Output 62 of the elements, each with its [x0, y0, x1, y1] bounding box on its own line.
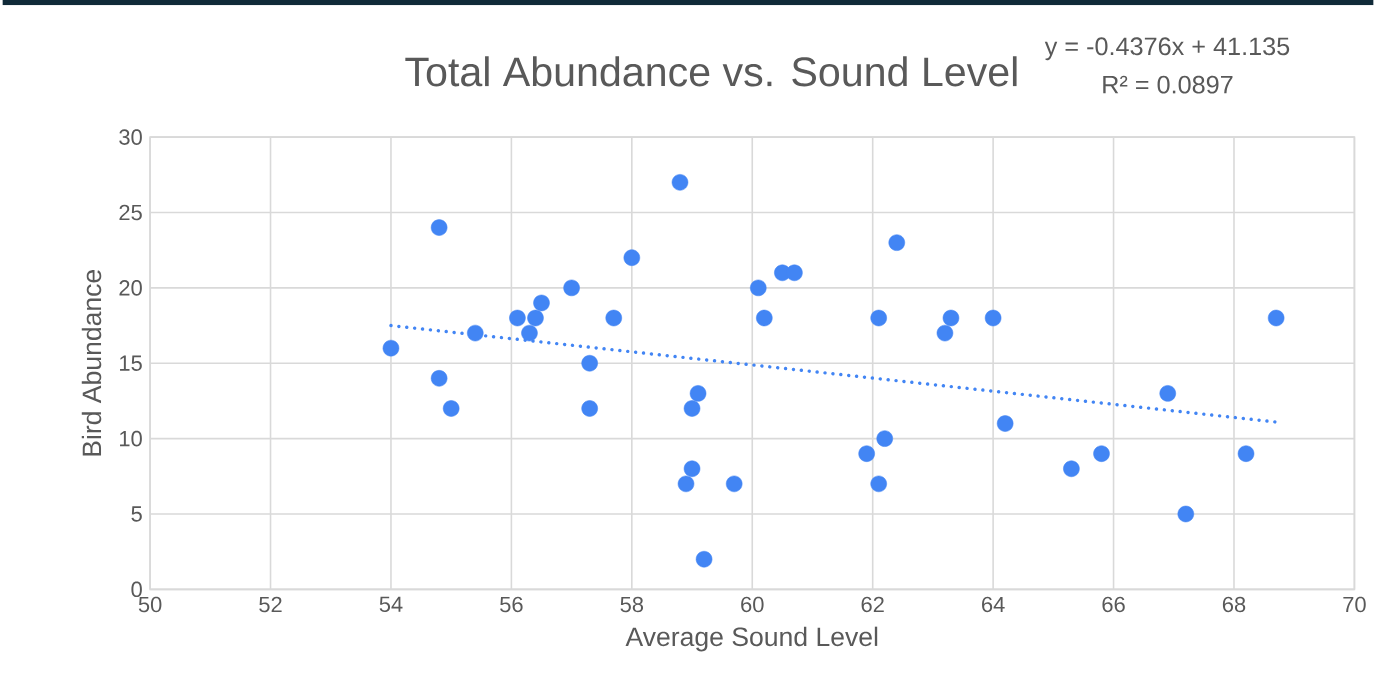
- y-tick-label: 25: [119, 204, 142, 221]
- point: [382, 339, 400, 357]
- point: [750, 279, 767, 297]
- point: [876, 430, 893, 447]
- x-tick-label: 64: [982, 596, 1005, 613]
- point: [725, 475, 743, 493]
- point: [467, 324, 484, 342]
- x-tick-label: 66: [1102, 596, 1125, 613]
- y-tick-label: 30: [119, 129, 142, 145]
- point: [533, 294, 550, 312]
- y-tick-label: 20: [119, 280, 142, 296]
- point: [581, 355, 598, 372]
- point: [1237, 445, 1255, 462]
- point: [870, 475, 887, 493]
- point: [1267, 309, 1285, 327]
- point: [527, 309, 544, 327]
- x-tick-label: 54: [379, 596, 403, 613]
- point: [442, 400, 460, 417]
- point: [430, 370, 448, 387]
- x-tick-label: 52: [259, 596, 282, 613]
- x-tick-label: 58: [620, 596, 644, 613]
- point: [695, 551, 713, 568]
- y-tick-label: 15: [120, 355, 142, 371]
- x-tick-label: 70: [1343, 596, 1366, 613]
- point: [984, 309, 1002, 327]
- x-tick-label: 68: [1222, 596, 1246, 613]
- point: [756, 309, 773, 327]
- point: [936, 324, 954, 342]
- y-axis-title: Bird Abundance: [81, 270, 102, 456]
- point: [1177, 505, 1195, 523]
- x-tick-label: 62: [861, 596, 884, 613]
- point: [1063, 460, 1080, 478]
- point: [683, 400, 701, 417]
- x-tick-label: 50: [138, 596, 162, 613]
- x-tick-label: 60: [741, 596, 764, 613]
- x-tick-label: 56: [500, 596, 523, 613]
- y-tick-label: 5: [131, 506, 142, 522]
- y-tick-label: 0: [131, 581, 142, 598]
- point: [786, 264, 803, 282]
- point: [683, 460, 701, 478]
- chart-title: Total Abundance vs. Sound Level: [405, 56, 1017, 87]
- point: [1159, 385, 1176, 402]
- point: [942, 309, 960, 327]
- point: [623, 249, 641, 266]
- point: [509, 309, 526, 327]
- point: [581, 400, 598, 417]
- point: [996, 415, 1014, 432]
- point: [689, 385, 707, 402]
- text: y = -0.4376x + 41.135: [1044, 37, 1290, 61]
- point: [671, 174, 689, 191]
- point: [1093, 445, 1110, 462]
- y-tick-label: 10: [120, 430, 142, 447]
- point: [677, 475, 695, 493]
- text: R² = 0.0897: [1103, 75, 1233, 94]
- point: [605, 309, 622, 327]
- point: [870, 309, 887, 327]
- point: [888, 234, 906, 251]
- point: [563, 279, 580, 297]
- point: [430, 219, 448, 236]
- point: [858, 445, 875, 462]
- x-axis-title: Average Sound Level: [625, 626, 878, 652]
- point: [521, 324, 538, 342]
